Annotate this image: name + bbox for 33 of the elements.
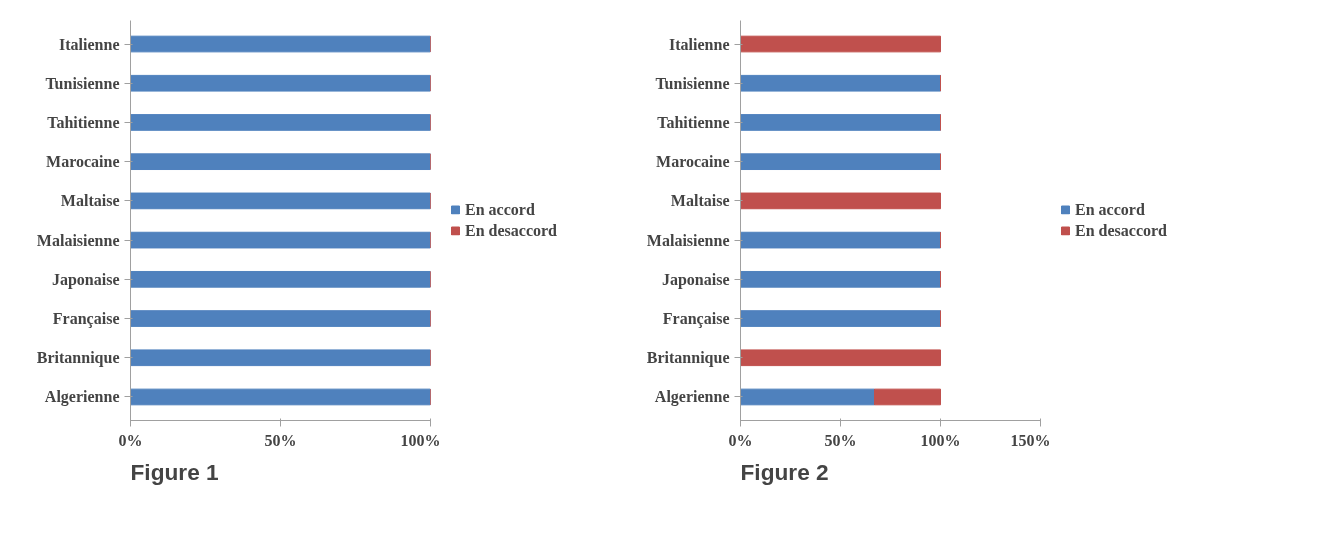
x-tick-label: 0% [728,431,753,449]
x-tick-label: 100% [920,431,961,449]
x-tick-label: 50% [264,431,297,449]
y-tick-label: Maltaise [670,192,730,210]
y-tick-label: Maltaise [60,192,120,210]
y-tick-label: Malaisienne [36,231,120,249]
y-tick-label: Française [52,310,120,329]
x-tick-label: 100% [400,431,441,449]
y-tick-label: Tunisienne [45,74,120,92]
y-tick-label: Algerienne [44,388,120,407]
y-tick-label: Italienne [669,35,730,53]
text: Figure 2 [740,458,829,485]
x-tick-label: 150% [1010,431,1051,449]
y-tick-label: Britannique [646,349,730,368]
y-tick-label: Algerienne [654,388,730,407]
x-tick-label: 0% [118,431,143,449]
x-tick-label: 50% [824,431,857,449]
y-tick-label: Malaisienne [646,231,730,249]
y-tick-label: Japonaise [661,270,730,289]
y-tick-label: Japonaise [51,270,120,289]
text: Figure 1 [130,458,219,485]
y-tick-label: Tahitienne [657,113,730,131]
y-tick-label: Française [662,310,730,329]
y-tick-label: Tunisienne [655,74,730,92]
legend-label: En desaccord [465,221,557,240]
legend-label: En desaccord [1075,221,1167,240]
y-tick-label: Tahitienne [47,113,120,131]
legend-label: En accord [465,200,535,219]
y-tick-label: Marocaine [46,153,120,171]
y-tick-label: Britannique [36,349,120,368]
legend-label: En accord [1075,200,1145,219]
y-tick-label: Italienne [59,35,120,53]
y-tick-label: Marocaine [656,153,730,171]
